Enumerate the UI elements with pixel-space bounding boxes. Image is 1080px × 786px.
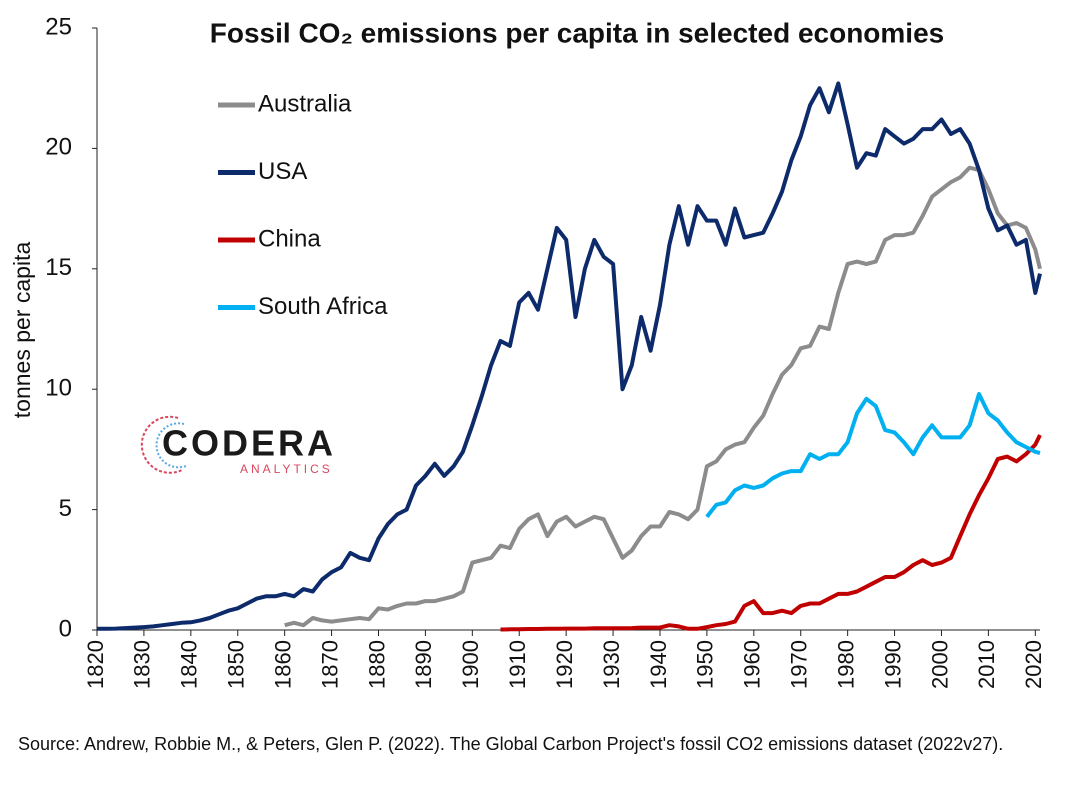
- x-tick-label: 1980: [833, 640, 858, 689]
- x-tick-label: 1840: [177, 640, 202, 689]
- y-tick-label: 15: [45, 254, 72, 281]
- logo-arc: [155, 422, 187, 469]
- series-line: [705, 392, 1041, 519]
- legend-label: China: [258, 225, 321, 252]
- x-tick-label: 1830: [130, 640, 155, 689]
- chart-title: Fossil CO₂ emissions per capita in selec…: [210, 17, 944, 48]
- x-tick-label: 1910: [505, 640, 530, 689]
- x-tick-label: 1870: [317, 640, 342, 689]
- x-tick-label: 1920: [552, 640, 577, 689]
- x-tick-label: 1820: [83, 640, 108, 689]
- logo: CODERA ANALYTICS: [140, 415, 336, 476]
- x-tick-label: 1930: [599, 640, 624, 689]
- x-tick-label: 1860: [270, 640, 295, 689]
- y-tick-label: 5: [59, 495, 72, 522]
- x-tick-label: 1970: [787, 640, 812, 689]
- x-tick-label: 1890: [411, 640, 436, 689]
- y-tick-label: 20: [45, 134, 72, 161]
- x-tick-label: 2010: [974, 640, 999, 689]
- x-tick-label: 2000: [927, 640, 952, 689]
- logo-arc: [140, 415, 183, 474]
- y-tick-label: 25: [45, 13, 72, 40]
- legend-label: Australia: [258, 90, 352, 117]
- x-tick-label: 1940: [646, 640, 671, 689]
- y-tick-label: 10: [45, 375, 72, 402]
- source-note: Source: Andrew, Robbie M., & Peters, Gle…: [18, 734, 1004, 754]
- series-line: [97, 81, 1042, 631]
- x-tick-label: 1880: [364, 640, 389, 689]
- legend-label: South Africa: [258, 293, 388, 320]
- y-tick-label: 0: [59, 615, 72, 642]
- x-tick-label: 1900: [458, 640, 483, 689]
- x-tick-label: 1990: [880, 640, 905, 689]
- series-line: [500, 434, 1042, 632]
- x-tick-label: 1950: [693, 640, 718, 689]
- logo-name: CODERA: [162, 423, 336, 464]
- series-line: [284, 165, 1042, 628]
- x-tick-label: 1960: [740, 640, 765, 689]
- logo-sub: ANALYTICS: [240, 462, 333, 476]
- legend-label: USA: [258, 158, 307, 185]
- x-tick-label: 2020: [1021, 640, 1046, 689]
- y-axis-label: tonnes per capita: [9, 242, 35, 419]
- x-tick-label: 1850: [224, 640, 249, 689]
